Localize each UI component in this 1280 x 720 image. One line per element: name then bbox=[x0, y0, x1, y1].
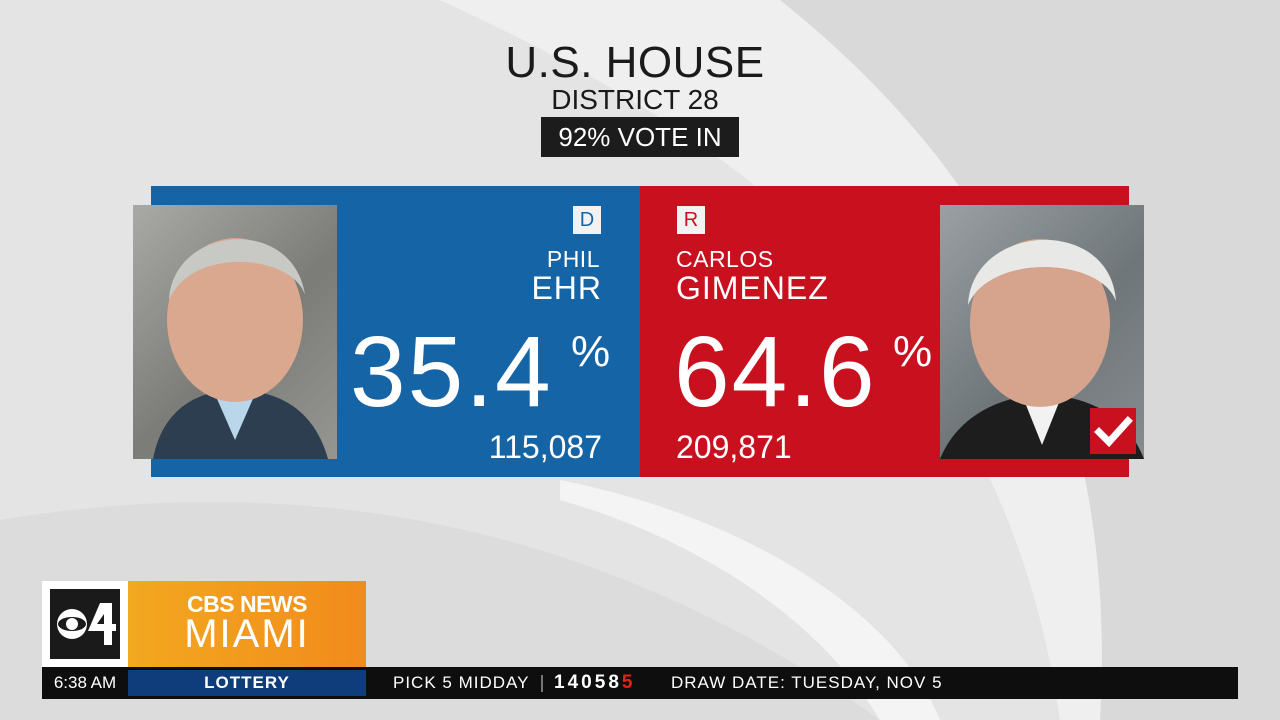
republican-vote-count: 209,871 bbox=[676, 429, 792, 465]
brand-network: CBS NEWS bbox=[187, 591, 307, 617]
brand-market: MIAMI bbox=[184, 612, 310, 656]
cbs4-logo-icon bbox=[50, 589, 120, 659]
republican-last-name: GIMENEZ bbox=[676, 270, 829, 306]
democrat-last-name: EHR bbox=[531, 270, 602, 306]
democrat-first-name: PHIL bbox=[546, 246, 600, 272]
party-badge-democrat: D bbox=[573, 206, 601, 234]
race-subtitle: DISTRICT 28 bbox=[551, 84, 719, 115]
democrat-vote-count: 115,087 bbox=[488, 429, 602, 465]
ticker-time: 6:38 AM bbox=[53, 673, 117, 692]
democrat-candidate-photo bbox=[133, 205, 337, 459]
lottery-number: 4 bbox=[567, 672, 582, 693]
democrat-percent-sign: % bbox=[571, 327, 611, 376]
lottery-number: 8 bbox=[608, 672, 622, 693]
republican-percent-sign: % bbox=[893, 327, 933, 376]
republican-first-name: CARLOS bbox=[676, 246, 774, 272]
lottery-game-name: PICK 5 MIDDAY bbox=[393, 673, 530, 692]
lottery-number: 5 bbox=[594, 672, 609, 693]
race-title: U.S. HOUSE bbox=[505, 38, 765, 87]
race-title-block: U.S. HOUSE DISTRICT 28 bbox=[440, 40, 830, 114]
republican-percent: 64.6 bbox=[674, 316, 877, 428]
democrat-percent: 35.4 bbox=[350, 316, 553, 428]
party-badge-republican: R bbox=[677, 206, 705, 234]
reporting-badge: 92% VOTE IN bbox=[541, 117, 739, 157]
ticker-separator bbox=[541, 675, 543, 692]
lottery-bonus-number: 5 bbox=[621, 672, 636, 693]
draw-date: DRAW DATE: TUESDAY, NOV 5 bbox=[671, 673, 943, 692]
lottery-number: 1 bbox=[554, 672, 568, 693]
ticker-section-label: LOTTERY bbox=[128, 670, 366, 696]
checkmark-icon bbox=[1090, 408, 1136, 454]
lottery-numbers: 140585 bbox=[554, 667, 635, 699]
lottery-number: 0 bbox=[581, 672, 595, 693]
station-brand: CBS NEWS MIAMI bbox=[128, 581, 366, 667]
